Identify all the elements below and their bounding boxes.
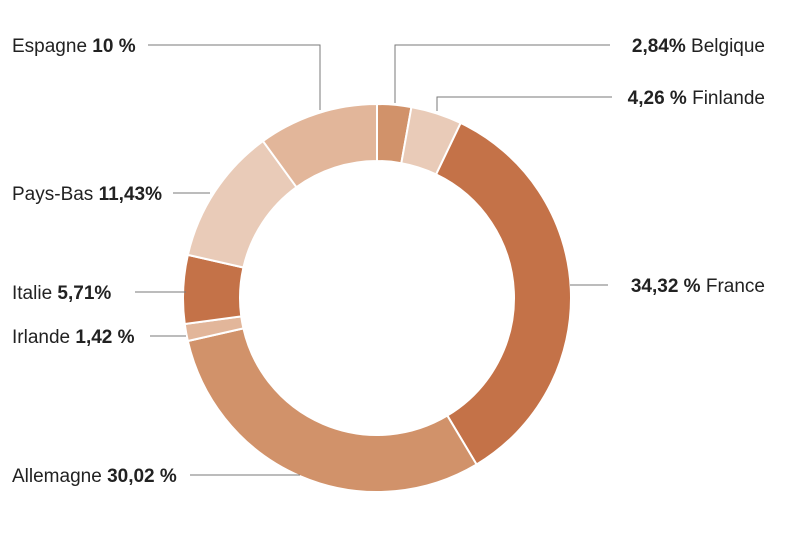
- label-france: 34,32 % France: [631, 276, 765, 297]
- label-pays-bas: Pays-Bas 11,43%: [12, 184, 162, 205]
- label-allemagne: Allemagne 30,02 %: [12, 466, 177, 487]
- leader-line-finlande: [436, 96, 612, 111]
- slice-allemagne: [186, 327, 478, 493]
- label-espagne: Espagne 10 %: [12, 36, 136, 57]
- slice-espagne: [261, 102, 378, 189]
- label-italie: Italie 5,71%: [12, 283, 111, 304]
- donut-slices: [182, 102, 572, 493]
- leader-lines: [135, 44, 612, 476]
- label-irlande: Irlande 1,42 %: [12, 327, 135, 348]
- leader-line-espagne: [148, 44, 321, 110]
- label-finlande: 4,26 % Finlande: [628, 88, 765, 109]
- slice-france: [434, 121, 572, 466]
- label-belgique: 2,84% Belgique: [632, 36, 765, 57]
- slice-labels: 2,84% Belgique 4,26 % Finlande 34,32 % F…: [12, 36, 765, 487]
- leader-line-belgique: [394, 44, 610, 103]
